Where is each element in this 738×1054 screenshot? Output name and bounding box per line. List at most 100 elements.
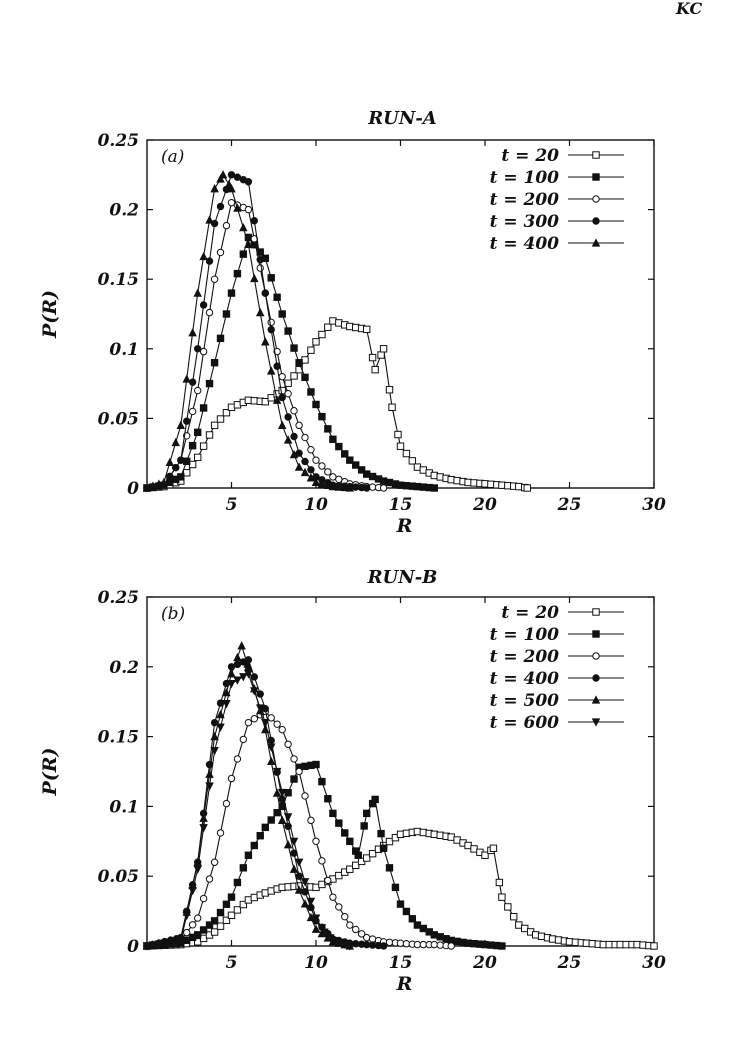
series-0 xyxy=(143,827,658,950)
data-point xyxy=(255,307,265,317)
data-point xyxy=(307,466,315,474)
series-0 xyxy=(143,317,531,492)
data-point xyxy=(261,719,270,728)
corner-mark: KC xyxy=(675,0,702,18)
data-point xyxy=(160,939,170,948)
data-point xyxy=(216,202,225,211)
data-point xyxy=(284,740,292,748)
data-point xyxy=(216,248,225,257)
data-point xyxy=(379,484,388,492)
data-point xyxy=(335,819,343,827)
data-point xyxy=(294,858,304,867)
data-point xyxy=(385,938,394,947)
data-point xyxy=(346,865,354,873)
x-tick-label: 20 xyxy=(472,495,497,515)
data-point xyxy=(194,386,202,395)
data-point xyxy=(267,325,275,334)
data-point xyxy=(650,942,658,950)
data-point xyxy=(261,397,270,406)
data-point xyxy=(266,743,276,752)
data-point xyxy=(495,878,504,887)
data-point xyxy=(233,676,242,685)
data-point xyxy=(216,829,225,837)
data-point xyxy=(278,725,286,734)
legend-marker xyxy=(592,217,600,225)
data-point xyxy=(210,359,219,367)
x-axis-label: R xyxy=(396,973,413,995)
data-point xyxy=(341,912,349,921)
data-point xyxy=(301,792,309,800)
data-point xyxy=(222,310,231,318)
data-point xyxy=(194,931,202,939)
data-point xyxy=(340,482,349,492)
data-point xyxy=(255,704,265,713)
data-point xyxy=(176,936,186,946)
legend-label: t = 300 xyxy=(490,212,560,232)
legend-marker xyxy=(591,695,601,704)
series-4 xyxy=(142,170,355,492)
data-point xyxy=(222,408,231,417)
data-point xyxy=(523,484,531,492)
data-point xyxy=(430,940,438,949)
data-point xyxy=(307,816,315,825)
data-point xyxy=(261,289,269,297)
y-tick-label: 0 xyxy=(127,937,139,957)
data-point xyxy=(306,897,316,907)
data-point xyxy=(199,894,208,903)
series-line xyxy=(146,672,350,947)
data-point xyxy=(377,829,385,838)
data-point xyxy=(166,938,175,947)
data-point xyxy=(363,325,371,334)
data-point xyxy=(341,829,349,837)
data-point xyxy=(324,468,332,476)
data-point xyxy=(273,808,281,817)
data-point xyxy=(227,911,236,919)
data-point xyxy=(357,930,366,938)
data-point xyxy=(250,715,259,723)
data-point xyxy=(210,746,219,756)
data-point xyxy=(244,718,253,727)
data-point xyxy=(352,861,360,870)
data-point xyxy=(311,914,321,923)
legend-marker xyxy=(592,195,600,203)
data-point xyxy=(278,393,286,402)
data-point xyxy=(273,720,281,728)
data-point xyxy=(171,437,180,447)
data-point xyxy=(239,673,248,682)
data-point xyxy=(363,484,371,492)
data-point xyxy=(360,822,368,830)
data-point xyxy=(312,760,320,769)
data-point xyxy=(489,844,498,852)
data-point xyxy=(177,473,185,481)
x-tick-label: 10 xyxy=(304,495,328,515)
legend-marker xyxy=(591,238,601,247)
data-point xyxy=(183,469,191,477)
data-point xyxy=(188,921,197,929)
data-point xyxy=(267,274,275,282)
data-point xyxy=(498,893,506,901)
data-point xyxy=(402,907,411,916)
panel-run-b: RUN-B (b) 5 10 15 20 25 30 0 0.05 0.1 0.15 0.2 0.25 R P… xyxy=(39,567,666,995)
data-point xyxy=(272,788,282,797)
data-point xyxy=(295,359,303,367)
data-point xyxy=(295,449,303,457)
series-line xyxy=(146,236,435,489)
data-point xyxy=(159,477,169,487)
y-tick-label: 0.15 xyxy=(98,270,139,290)
data-point xyxy=(216,709,225,719)
data-point xyxy=(294,462,304,471)
data-point xyxy=(227,893,236,901)
data-point xyxy=(300,899,310,908)
data-point xyxy=(318,412,326,421)
data-point xyxy=(233,878,242,887)
data-point xyxy=(205,875,214,883)
legend-label: t = 100 xyxy=(490,168,560,188)
data-point xyxy=(210,421,219,430)
series-1 xyxy=(143,233,439,492)
data-point xyxy=(283,840,293,849)
data-point xyxy=(244,205,253,214)
data-point xyxy=(188,441,197,450)
legend-label: t = 200 xyxy=(490,190,560,210)
data-point xyxy=(256,256,264,264)
